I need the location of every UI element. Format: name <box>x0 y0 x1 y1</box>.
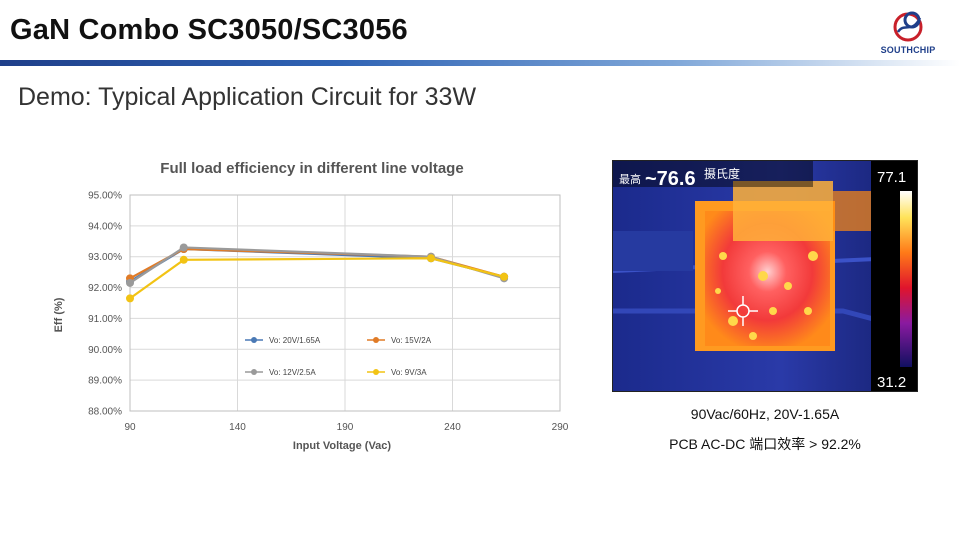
x-tick-label: 140 <box>229 422 246 433</box>
efficiency-chart: Full load efficiency in different line v… <box>53 160 569 452</box>
southchip-logo-icon <box>893 11 923 42</box>
series-point-3 <box>126 294 134 303</box>
y-tick-label: 92.00% <box>88 283 122 294</box>
legend-marker <box>373 337 379 343</box>
series-line-2 <box>129 246 505 284</box>
thermal-scale-max: 77.1 <box>877 169 906 186</box>
x-axis-label: Input Voltage (Vac) <box>293 440 392 452</box>
series-point-3 <box>427 254 435 263</box>
thermal-color-scale <box>900 191 912 367</box>
thermal-image-graphic: 最高 ~76.6 摄氏度 77.1 31.2 <box>613 161 917 391</box>
y-tick-label: 93.00% <box>88 252 122 263</box>
legend-marker <box>251 369 257 375</box>
thermal-caption-efficiency: PCB AC-DC 端口效率 > 92.2% <box>669 436 861 452</box>
chart-title: Full load efficiency in different line v… <box>160 160 463 177</box>
series-point-3 <box>179 255 188 264</box>
y-tick-label: 90.00% <box>88 345 122 356</box>
thermal-image: 最高 ~76.6 摄氏度 77.1 31.2 <box>612 160 918 392</box>
y-tick-label: 95.00% <box>88 191 122 202</box>
legend-label: Vo: 20V/1.65A <box>269 336 321 345</box>
thermal-max-value: ~76.6 <box>645 168 696 190</box>
legend-marker <box>373 369 379 375</box>
chart-legend: Vo: 20V/1.65A Vo: 15V/2A Vo: 12V/2.5A Vo: 9… <box>245 336 432 377</box>
chart-ticks: 88.00% 89.00% 90.00% 91.00% 92.00% 93.00% 94.0… <box>88 191 569 434</box>
x-tick-label: 90 <box>124 422 136 433</box>
x-tick-label: 240 <box>444 422 461 433</box>
southchip-logo: SOUTHCHIP <box>872 8 944 58</box>
series-line-3 <box>129 257 505 300</box>
x-tick-label: 190 <box>337 422 354 433</box>
thermal-unit: 摄氏度 <box>704 166 740 181</box>
legend-marker <box>251 337 257 343</box>
thermal-caption-conditions: 90Vac/60Hz, 20V-1.65A <box>690 406 840 422</box>
thermal-scale-min: 31.2 <box>877 374 906 391</box>
page-subtitle: Demo: Typical Application Circuit for 33… <box>18 83 477 111</box>
chart-series <box>126 243 509 303</box>
logo-text: SOUTHCHIP <box>880 45 936 55</box>
plot-area <box>129 194 561 412</box>
legend-label: Vo: 12V/2.5A <box>269 368 316 377</box>
y-tick-label: 91.00% <box>88 314 122 325</box>
title-divider <box>0 60 960 66</box>
x-tick-label: 290 <box>552 422 569 433</box>
series-point-3 <box>500 272 509 281</box>
y-axis-label: Eff (%) <box>53 297 65 332</box>
y-tick-label: 88.00% <box>88 407 122 418</box>
series-point-2 <box>126 278 134 287</box>
series-point-2 <box>179 243 188 252</box>
y-tick-label: 94.00% <box>88 221 122 232</box>
thermal-max-label: 最高 <box>619 172 641 186</box>
crosshair-icon <box>728 296 758 326</box>
legend-label: Vo: 9V/3A <box>391 368 427 377</box>
slide-title: GaN Combo SC3050/SC3056 <box>10 14 408 46</box>
legend-label: Vo: 15V/2A <box>391 336 432 345</box>
y-tick-label: 89.00% <box>88 376 122 387</box>
chart-grid <box>129 194 561 412</box>
